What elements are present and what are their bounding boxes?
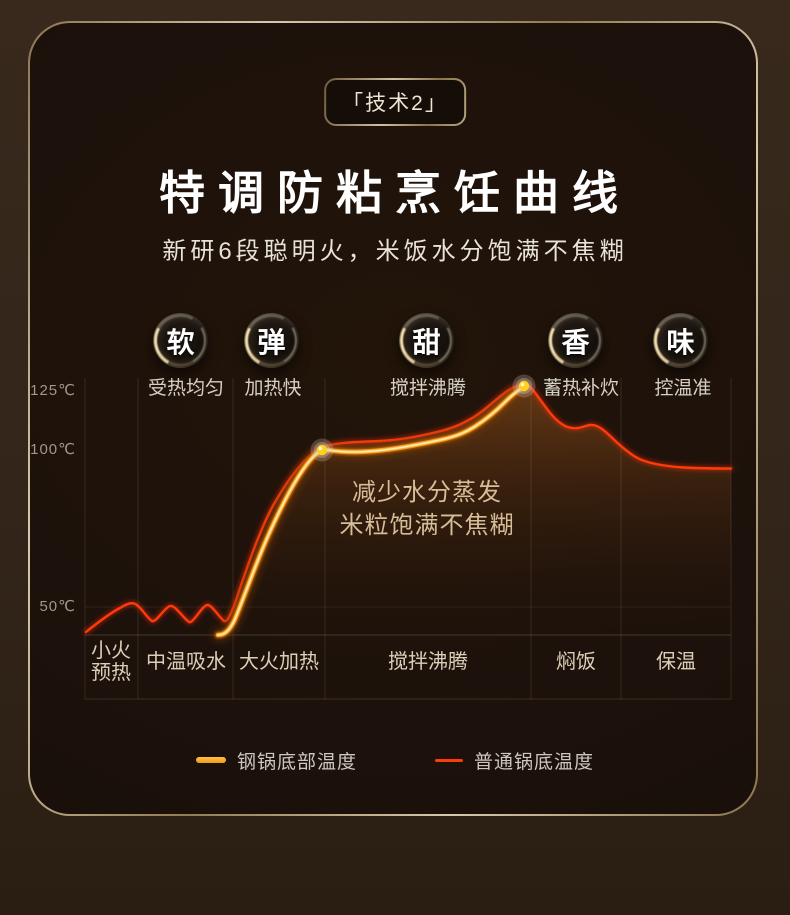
tech-badge-label: 「技术2」 (326, 80, 464, 124)
stage-label-keepwarm: 保温 (656, 651, 696, 673)
cooking-curve-chart (83, 374, 734, 700)
panel-background (30, 23, 756, 814)
feature-char: 香 (561, 326, 590, 358)
legend-label: 钢锅底部温度 (236, 751, 357, 773)
page-title: 特调防粘烹饪曲线 (159, 167, 631, 219)
y-tick-50: 50℃ (39, 598, 76, 615)
feature-sphere-tasty: 味 (653, 313, 708, 368)
feature-label-sweet: 搅拌沸腾 (389, 378, 466, 399)
legend-label: 普通锅底温度 (474, 751, 595, 773)
marker-dot-100c (310, 438, 334, 462)
marker-dot-125c (512, 374, 536, 398)
legend-item-normal-pot: 普通锅底温度 (435, 747, 594, 774)
chart-legend: 钢锅底部温度 普通锅底温度 (0, 747, 790, 773)
feature-sphere-sweet: 甜 (399, 313, 454, 368)
normal-pot-curve (83, 382, 734, 635)
stage-label-preheat: 小火 预热 (91, 640, 131, 684)
feature-label-springy: 加热快 (244, 378, 302, 399)
feature-label-fragrant: 蓄热补炊 (542, 378, 619, 399)
chart-annotation-line2: 米粒饱满不焦糊 (339, 512, 515, 539)
steel-pot-curve (212, 381, 530, 641)
page-subtitle: 新研6段聪明火，米饭水分饱满不焦糊 (162, 238, 628, 265)
stage-label-highheat: 大火加热 (239, 651, 319, 673)
feature-label-soft: 受热均匀 (147, 378, 224, 399)
steel-line-swatch (195, 757, 226, 763)
stage-label-simmer: 焖饭 (556, 651, 596, 673)
feature-label-tasty: 控温准 (654, 378, 712, 399)
feature-char: 弹 (257, 326, 286, 358)
stage-label-boil: 搅拌沸腾 (388, 651, 468, 673)
feature-char: 味 (666, 326, 695, 358)
y-tick-100: 100℃ (30, 441, 76, 458)
stage-label-absorb: 中温吸水 (146, 651, 226, 673)
chart-annotation-line1: 减少水分蒸发 (352, 479, 502, 506)
feature-sphere-springy: 弹 (244, 313, 299, 368)
normal-line-swatch (435, 758, 463, 762)
feature-char: 甜 (412, 326, 441, 358)
legend-item-steel-pot: 钢锅底部温度 (195, 747, 357, 774)
feature-sphere-fragrant: 香 (548, 313, 603, 368)
feature-sphere-soft: 软 (153, 313, 208, 368)
y-tick-125: 125℃ (30, 382, 76, 399)
panel-frame (28, 21, 758, 816)
feature-char: 软 (166, 326, 195, 358)
grid-lines (84, 378, 732, 700)
tech-badge: 「技术2」 (324, 78, 466, 126)
